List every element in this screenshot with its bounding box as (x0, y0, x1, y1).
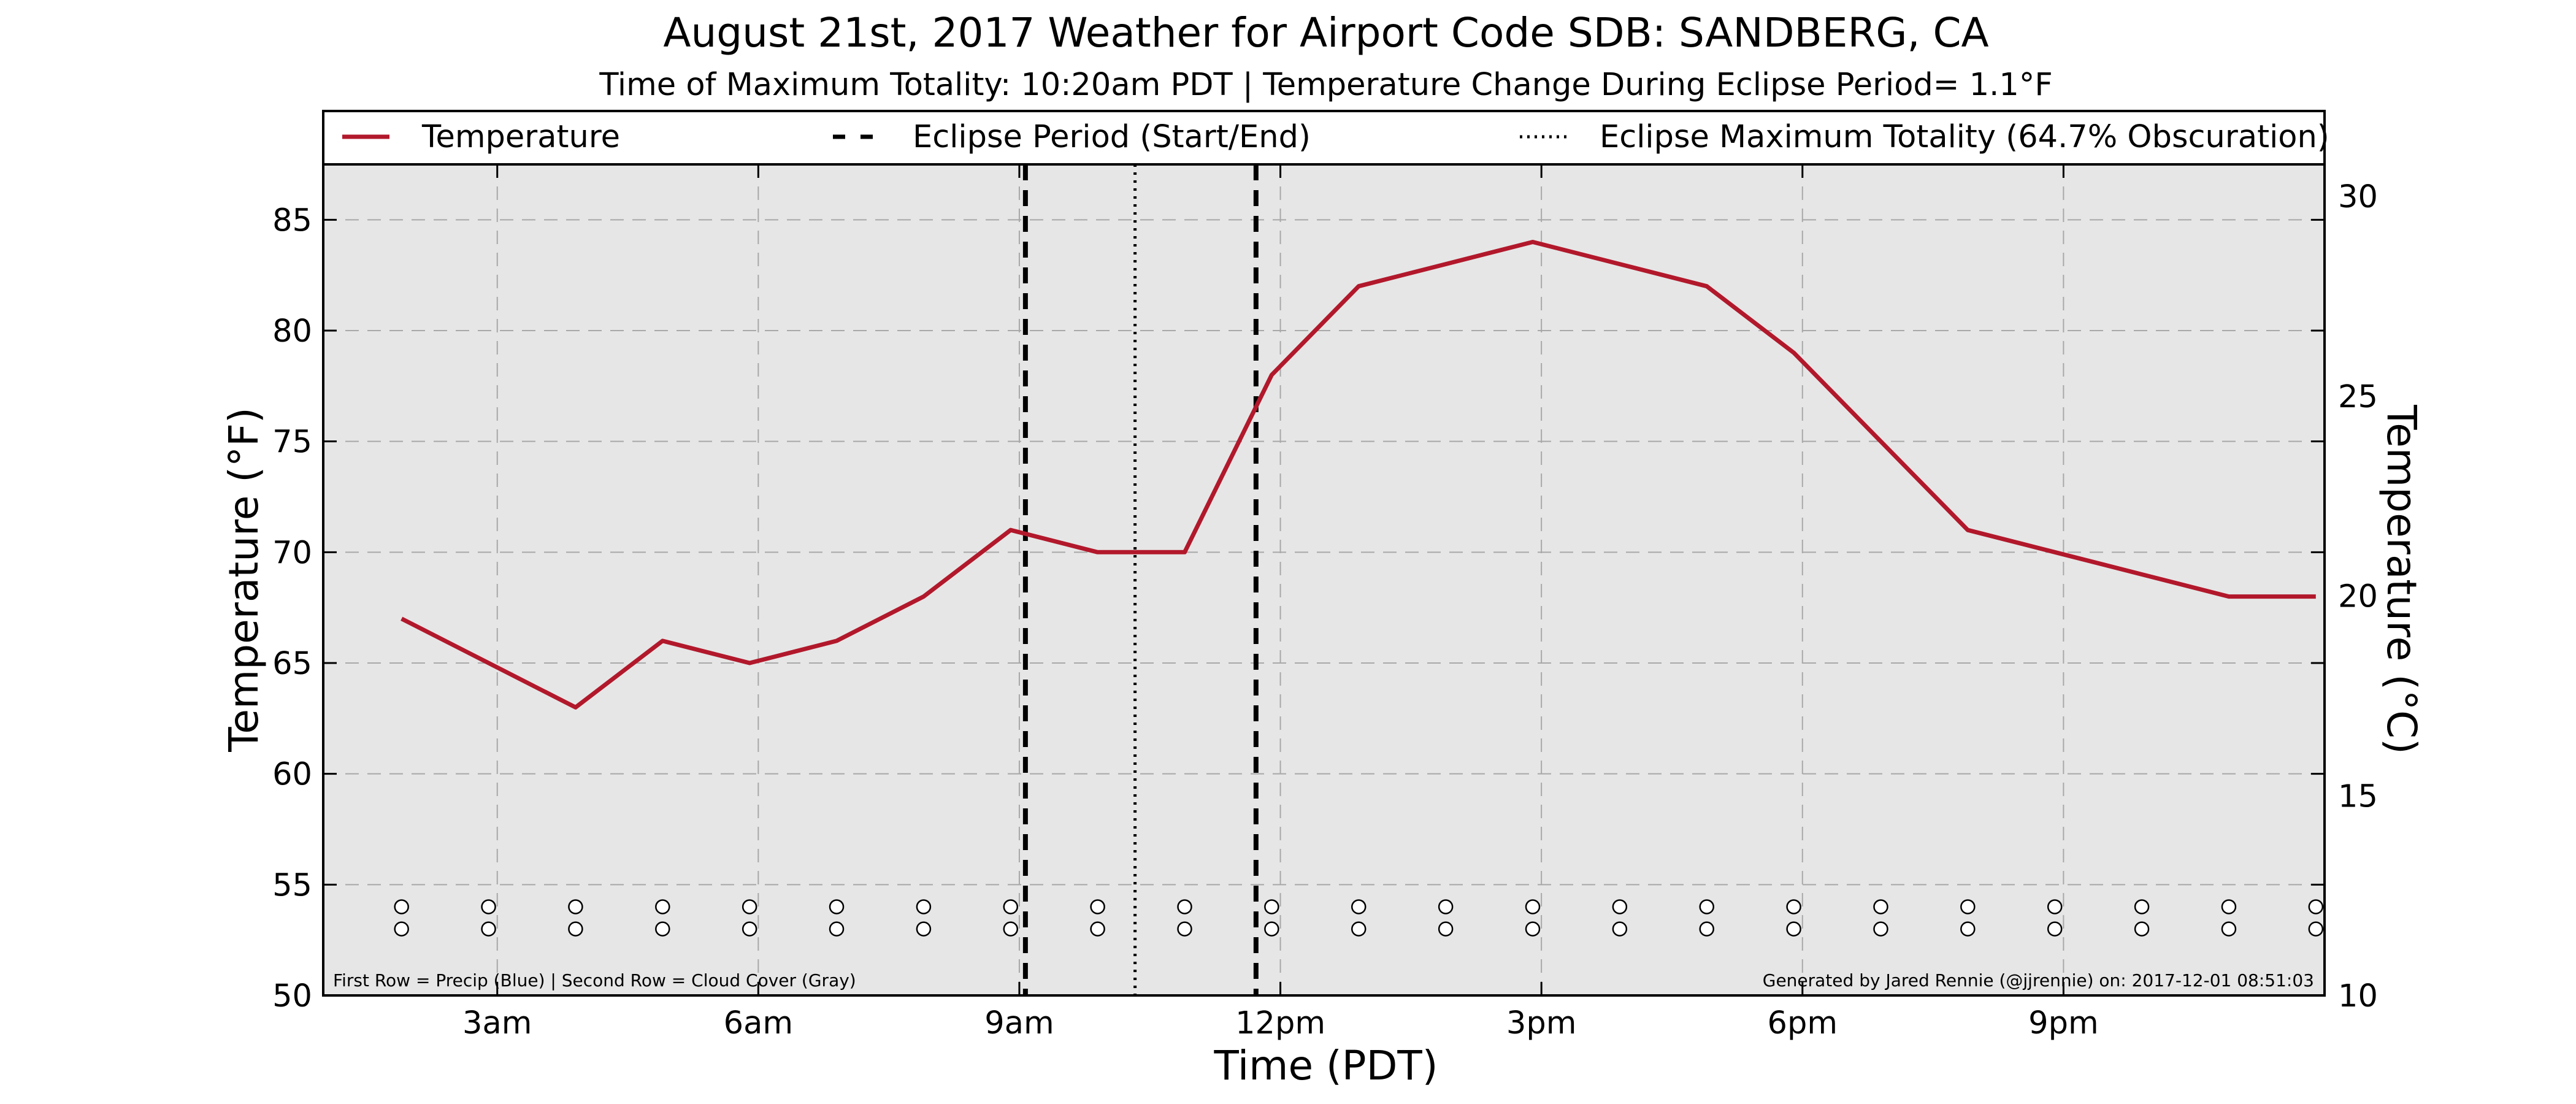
cloud-cover-marker (1438, 921, 1454, 937)
cloud-cover-marker (1090, 921, 1105, 937)
cloud-cover-marker (1351, 921, 1367, 937)
precip-marker (1960, 899, 1976, 914)
precip-marker (2308, 899, 2324, 914)
axis-ticks: 50 55 60 65 70 75 80 85 10 15 20 25 30 3am 6am 9am 12pm 3… (272, 164, 2378, 1041)
y-tick-label: 50 (272, 978, 312, 1014)
cloud-cover-marker (1264, 921, 1279, 937)
precip-marker (655, 899, 670, 914)
cloud-cover-marker (1699, 921, 1714, 937)
footnote-left: First Row = Precip (Blue) | Second Row =… (333, 970, 856, 991)
precip-marker (2047, 899, 2063, 914)
precip-marker (742, 899, 757, 914)
cloud-cover-marker (1177, 921, 1192, 937)
cloud-cover-marker (1003, 921, 1019, 937)
precip-marker (481, 899, 496, 914)
x-tick-label: 9pm (2028, 1005, 2099, 1041)
y-right-tick-label: 25 (2338, 379, 2378, 415)
cloud-cover-marker (916, 921, 932, 937)
precip-marker (2134, 899, 2150, 914)
cloud-cover-marker (742, 921, 757, 937)
precip-marker (1177, 899, 1192, 914)
footnote-right: Generated by Jared Rennie (@jjrennie) on… (1763, 970, 2314, 991)
y-tick-label: 55 (272, 867, 312, 903)
y-right-tick-label: 30 (2338, 179, 2378, 215)
y-tick-label: 65 (272, 646, 312, 682)
observation-markers (394, 899, 2324, 937)
cloud-cover-marker (2134, 921, 2150, 937)
cloud-cover-marker (1612, 921, 1628, 937)
chart-title: August 21st, 2017 Weather for Airport Co… (663, 9, 1988, 56)
y-right-tick-label: 20 (2338, 579, 2378, 615)
x-axis-title: Time (PDT) (1214, 1042, 1438, 1089)
x-tick-label: 3am (462, 1005, 532, 1041)
precip-marker (1090, 899, 1105, 914)
precip-marker (2221, 899, 2237, 914)
legend-label-eclipse-max: Eclipse Maximum Totality (64.7% Obscurat… (1600, 119, 2329, 155)
y-tick-label: 60 (272, 757, 312, 793)
precip-marker (394, 899, 409, 914)
x-tick-label: 6pm (1768, 1005, 1838, 1041)
cloud-cover-marker (829, 921, 845, 937)
precip-marker (1612, 899, 1628, 914)
precip-marker (829, 899, 845, 914)
y-tick-label: 80 (272, 313, 312, 350)
precip-marker (1786, 899, 1801, 914)
eclipse-lines (1022, 164, 1259, 995)
cloud-cover-marker (568, 921, 583, 937)
cloud-cover-marker (481, 921, 496, 937)
cloud-cover-marker (2308, 921, 2324, 937)
cloud-cover-marker (1960, 921, 1976, 937)
cloud-cover-marker (2221, 921, 2237, 937)
precip-marker (1438, 899, 1454, 914)
precip-marker (568, 899, 583, 914)
legend-label-temperature: Temperature (421, 119, 620, 155)
x-tick-label: 9am (984, 1005, 1054, 1041)
cloud-cover-marker (394, 921, 409, 937)
temperature-series (401, 240, 2316, 710)
x-tick-label: 6am (724, 1005, 793, 1041)
precip-marker (1003, 899, 1019, 914)
precip-marker (916, 899, 932, 914)
grid-lines (323, 164, 2325, 995)
x-tick-label: 12pm (1235, 1005, 1325, 1041)
precip-marker (1351, 899, 1367, 914)
plot-area (323, 164, 2325, 995)
y-axis-title-left: Temperature (°F) (220, 407, 267, 753)
y-axis-title-right: Temperature (°C) (2378, 404, 2425, 754)
y-tick-label: 75 (272, 424, 312, 461)
y-right-tick-label: 15 (2338, 778, 2378, 815)
cloud-cover-marker (1525, 921, 1541, 937)
cloud-cover-marker (655, 921, 670, 937)
precip-marker (1699, 899, 1714, 914)
chart-subtitle: Time of Maximum Totality: 10:20am PDT | … (599, 67, 2052, 103)
precip-marker (1264, 899, 1279, 914)
cloud-cover-marker (2047, 921, 2063, 937)
precip-marker (1873, 899, 1888, 914)
temperature-line (401, 240, 2316, 710)
x-tick-label: 3pm (1506, 1005, 1577, 1041)
legend-box (322, 110, 2326, 166)
precip-marker (1525, 899, 1541, 914)
legend-label-eclipse-period: Eclipse Period (Start/End) (913, 119, 1311, 155)
y-tick-label: 70 (272, 535, 312, 571)
y-right-tick-label: 10 (2338, 978, 2378, 1014)
y-tick-label: 85 (272, 202, 312, 239)
cloud-cover-marker (1873, 921, 1888, 937)
cloud-cover-marker (1786, 921, 1801, 937)
